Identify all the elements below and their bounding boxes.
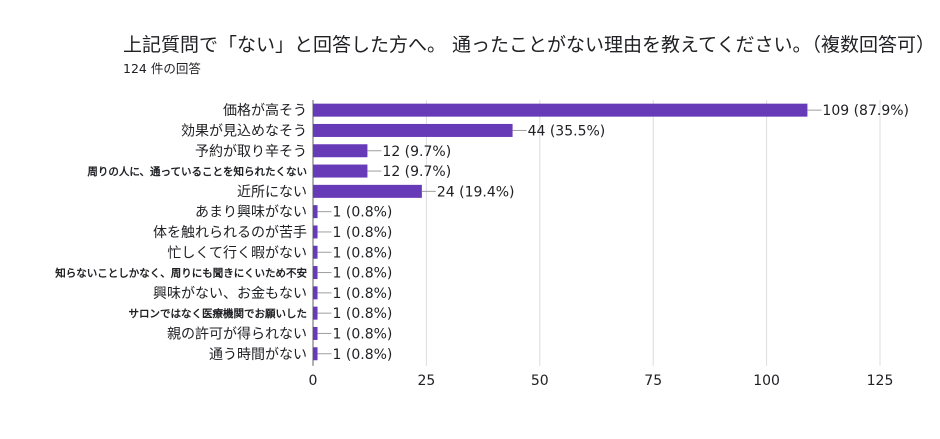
data-label: 24 (19.4%) — [437, 184, 515, 200]
x-tick-label: 25 — [417, 373, 435, 389]
data-label: 1 (0.8%) — [333, 326, 393, 342]
chart-title: 上記質問で「ない」と回答した方へ。 通ったことがない理由を教えてください。（複数… — [123, 34, 936, 56]
category-label: サロンではなく医療機関でお願いした — [129, 307, 308, 320]
bar — [313, 103, 808, 117]
bar — [313, 245, 318, 259]
data-label: 1 (0.8%) — [333, 306, 393, 322]
category-label: 効果が見込めなそう — [181, 123, 307, 139]
bar — [313, 306, 318, 320]
data-label: 1 (0.8%) — [333, 245, 393, 261]
bar — [313, 164, 368, 178]
category-label: 周りの人に、通っていることを知られたくない — [87, 165, 307, 178]
category-label: 予約が取り辛そう — [195, 144, 307, 160]
data-label: 1 (0.8%) — [333, 286, 393, 302]
category-label: 興味がない、お金もない — [153, 286, 307, 302]
bar — [313, 347, 318, 361]
x-tick-label: 100 — [753, 373, 780, 389]
category-label: あまり興味がない — [195, 205, 307, 221]
data-label: 1 (0.8%) — [333, 347, 393, 363]
x-tick-label: 125 — [867, 373, 894, 389]
data-label: 1 (0.8%) — [333, 205, 393, 221]
category-label: 知らないことしかなく、周りにも聞きにくいため不安 — [55, 267, 307, 280]
bar — [313, 184, 422, 198]
category-label: 通う時間がない — [209, 347, 307, 363]
category-label: 親の許可が得られない — [167, 325, 307, 342]
data-label: 1 (0.8%) — [333, 225, 393, 241]
data-label: 1 (0.8%) — [333, 266, 393, 282]
data-label: 12 (9.7%) — [382, 144, 451, 160]
bar — [313, 326, 318, 340]
data-label: 44 (35.5%) — [528, 123, 606, 139]
category-label: 価格が高そう — [223, 102, 307, 119]
category-label: 近所にない — [237, 184, 307, 200]
x-tick-label: 0 — [309, 373, 318, 389]
x-tick-label: 50 — [531, 373, 549, 389]
response-count: 124 件の回答 — [123, 61, 201, 76]
bar — [313, 286, 318, 300]
bar — [313, 225, 318, 239]
bar — [313, 205, 318, 219]
data-label: 12 (9.7%) — [382, 164, 451, 180]
x-tick-label: 75 — [644, 373, 662, 389]
category-label: 忙しくて行く暇がない — [167, 245, 307, 261]
category-label: 体を触れられるのが苦手 — [153, 225, 307, 241]
bar — [313, 123, 513, 137]
bar — [313, 266, 318, 280]
data-label: 109 (87.9%) — [822, 103, 909, 119]
bar — [313, 144, 368, 158]
